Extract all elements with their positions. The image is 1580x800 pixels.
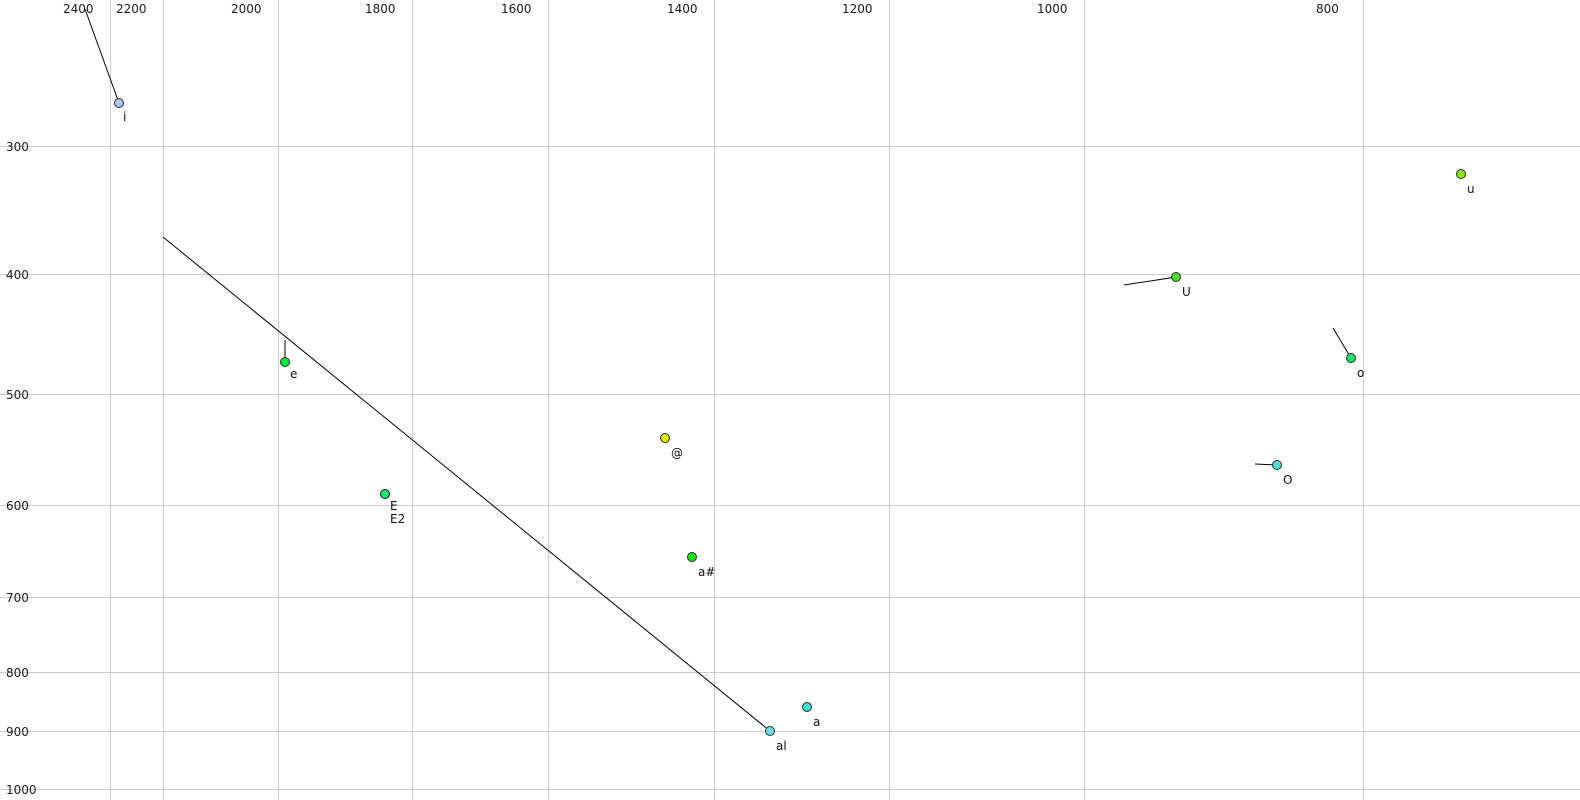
- data-point-marker[interactable]: [114, 98, 124, 108]
- data-point-marker[interactable]: [660, 433, 670, 443]
- data-trail-line: [84, 8, 120, 104]
- y-tick-label: 900: [6, 725, 29, 739]
- y-tick-label: 500: [6, 388, 29, 402]
- data-point-marker[interactable]: [1272, 460, 1282, 470]
- data-point-label: e: [290, 367, 298, 381]
- data-point-label: @: [671, 446, 683, 460]
- x-tick-label: 2200: [116, 2, 147, 16]
- data-point-marker[interactable]: [1346, 353, 1356, 363]
- y-tick-label: 400: [6, 268, 29, 282]
- data-point-label: o: [1357, 366, 1365, 380]
- data-point-label: O: [1283, 473, 1293, 487]
- x-tick-label: 1600: [501, 2, 532, 16]
- data-point-marker[interactable]: [687, 552, 697, 562]
- data-point-marker[interactable]: [1456, 169, 1466, 179]
- data-point-marker[interactable]: [380, 489, 390, 499]
- y-tick-label: 300: [6, 140, 29, 154]
- data-trail-line: [162, 236, 771, 732]
- x-tick-label: 1000: [1037, 2, 1068, 16]
- x-tick-label: 2000: [231, 2, 262, 16]
- y-tick-label: 700: [6, 591, 29, 605]
- data-point-label: E2: [390, 512, 406, 526]
- data-point-label: u: [1467, 182, 1475, 196]
- x-tick-label: 800: [1316, 2, 1339, 16]
- data-point-label: a: [813, 715, 821, 729]
- data-trail-line: [1123, 276, 1177, 286]
- x-tick-label: 1200: [842, 2, 873, 16]
- data-point-marker[interactable]: [1171, 272, 1181, 282]
- y-tick-label: 800: [6, 666, 29, 680]
- data-point-marker[interactable]: [765, 726, 775, 736]
- data-point-label: E: [390, 499, 398, 513]
- data-point-label: a#: [698, 565, 716, 579]
- x-tick-label: 1400: [667, 2, 698, 16]
- y-tick-label: 1000: [6, 783, 37, 797]
- y-tick-label: 600: [6, 499, 29, 513]
- data-point-marker[interactable]: [280, 357, 290, 367]
- data-point-marker[interactable]: [802, 702, 812, 712]
- x-tick-label: 1800: [365, 2, 396, 16]
- data-point-label: U: [1182, 285, 1191, 299]
- data-point-label: al: [776, 739, 787, 753]
- data-point-label: i: [123, 110, 127, 124]
